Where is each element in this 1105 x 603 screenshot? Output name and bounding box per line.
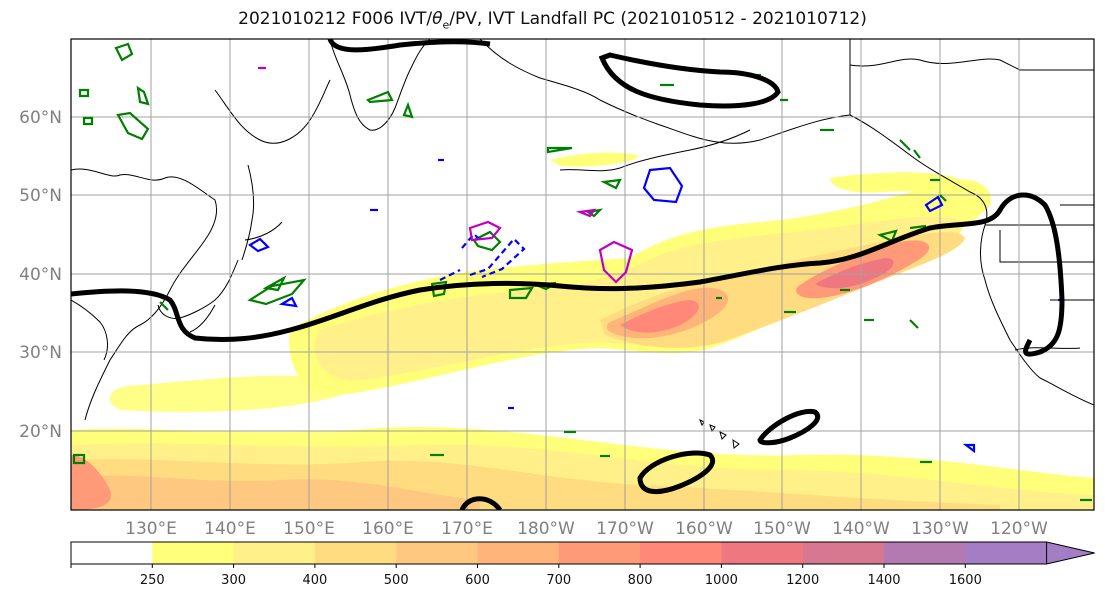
lon-label: 170°W bbox=[596, 519, 654, 539]
lat-label: 50°N bbox=[19, 186, 62, 206]
map-title: 2021010212 F006 IVT/θe/PV, IVT Landfall … bbox=[0, 9, 1105, 31]
title-suffix: /PV, IVT Landfall PC (2021010512 - 20210… bbox=[449, 9, 867, 29]
colorbar-segment bbox=[71, 542, 153, 564]
colorbar-tick-label: 1400 bbox=[867, 573, 900, 588]
colorbar-segment bbox=[152, 542, 235, 564]
map-frame bbox=[70, 38, 1095, 511]
lon-label: 160°E bbox=[362, 519, 414, 539]
colorbar-segment bbox=[802, 542, 885, 564]
lon-axis: 130°E 140°E 150°E 160°E 170°E 180°W 170°… bbox=[125, 519, 1048, 539]
colorbar-segment bbox=[314, 542, 397, 564]
colorbar-segment bbox=[884, 542, 966, 564]
lon-label: 170°E bbox=[441, 519, 493, 539]
colorbar-tick-label: 1600 bbox=[949, 573, 982, 588]
theta-e-contours-blue bbox=[248, 158, 1064, 454]
lon-label: 150°W bbox=[753, 519, 811, 539]
lat-label: 40°N bbox=[19, 265, 62, 285]
colorbar-tick-label: 800 bbox=[628, 573, 653, 588]
colorbar-ticks: 250 300 400 500 600 700 800 1000 1200 1400 1600 bbox=[70, 564, 982, 588]
lon-label: 120°W bbox=[990, 519, 1048, 539]
lat-label: 20°N bbox=[19, 422, 62, 442]
lon-label: 160°W bbox=[675, 519, 733, 539]
lat-label: 60°N bbox=[19, 108, 62, 128]
colorbar-tick-label: 1200 bbox=[786, 573, 819, 588]
colorbar-tick-label: 250 bbox=[140, 573, 165, 588]
colorbar-extend-arrow bbox=[1046, 541, 1095, 565]
lat-axis: 60°N 50°N 40°N 30°N 20°N bbox=[19, 108, 62, 442]
colorbar-tick-label: 500 bbox=[384, 573, 409, 588]
coastlines bbox=[71, 39, 1094, 449]
colorbar-segment bbox=[396, 542, 478, 564]
lon-label: 140°E bbox=[204, 519, 256, 539]
colorbar-tick-label: 400 bbox=[302, 573, 327, 588]
colorbar-segment bbox=[233, 542, 316, 564]
theta-e-contours-magenta bbox=[258, 66, 634, 284]
lon-label: 130°E bbox=[125, 519, 177, 539]
lon-label: 150°E bbox=[283, 519, 335, 539]
lon-label: 130°W bbox=[911, 519, 969, 539]
map-plot-area bbox=[71, 39, 1094, 510]
colorbar-segment bbox=[558, 542, 641, 564]
colorbar-tick-label: 700 bbox=[546, 573, 571, 588]
title-theta-sub: e bbox=[442, 18, 450, 32]
colorbar-segment bbox=[640, 542, 722, 564]
colorbar-segment bbox=[721, 542, 804, 564]
gridlines bbox=[71, 39, 1094, 510]
lat-label: 30°N bbox=[19, 343, 62, 363]
colorbar-tick-label: 600 bbox=[465, 573, 490, 588]
title-prefix: 2021010212 F006 IVT/ bbox=[238, 9, 433, 29]
ivt-colorbar bbox=[70, 541, 1095, 565]
colorbar-segment bbox=[477, 542, 560, 564]
title-theta: θ bbox=[432, 9, 443, 29]
lon-label: 140°W bbox=[832, 519, 890, 539]
colorbar-tick-label: 1000 bbox=[705, 573, 738, 588]
lon-label: 180°W bbox=[517, 519, 575, 539]
colorbar-tick-label: 300 bbox=[221, 573, 246, 588]
colorbar-segment bbox=[965, 542, 1048, 564]
landfall-pc-contours bbox=[71, 39, 1065, 510]
